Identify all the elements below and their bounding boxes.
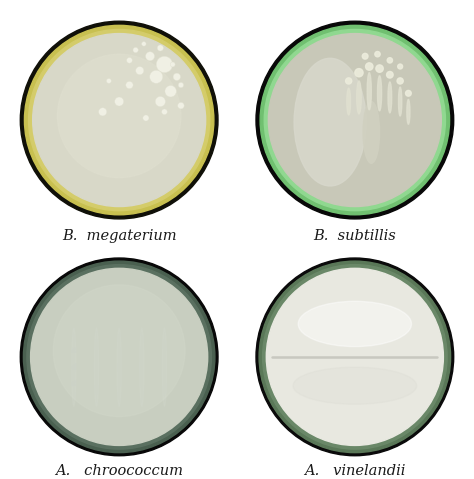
Circle shape [133, 47, 138, 53]
Ellipse shape [363, 102, 380, 163]
Circle shape [20, 21, 218, 219]
Circle shape [405, 91, 411, 96]
Circle shape [33, 34, 206, 206]
Point [434, 354, 440, 360]
Circle shape [264, 29, 446, 211]
Circle shape [57, 54, 181, 178]
Ellipse shape [294, 58, 366, 186]
Ellipse shape [72, 378, 92, 385]
Circle shape [398, 64, 402, 69]
Circle shape [146, 52, 155, 61]
Circle shape [157, 45, 164, 51]
Circle shape [178, 103, 184, 109]
Circle shape [170, 62, 175, 67]
Circle shape [259, 261, 451, 453]
Ellipse shape [94, 328, 99, 406]
Text: B.  megaterium: B. megaterium [62, 229, 176, 243]
Circle shape [28, 29, 210, 211]
Circle shape [397, 78, 403, 84]
Circle shape [25, 25, 214, 215]
Circle shape [99, 108, 107, 116]
Circle shape [127, 57, 132, 63]
Circle shape [150, 70, 163, 83]
Ellipse shape [139, 328, 144, 406]
Ellipse shape [72, 345, 92, 352]
Text: A.   chroococcum: A. chroococcum [55, 464, 183, 478]
Circle shape [20, 258, 218, 456]
Text: A.   vinelandii: A. vinelandii [304, 464, 406, 478]
Circle shape [162, 109, 167, 114]
Circle shape [260, 25, 449, 215]
Circle shape [143, 115, 149, 121]
Circle shape [53, 285, 185, 417]
Circle shape [346, 78, 352, 84]
Circle shape [106, 79, 111, 83]
Ellipse shape [357, 81, 361, 114]
Circle shape [165, 85, 176, 97]
Circle shape [387, 71, 393, 78]
Point [270, 354, 275, 360]
Circle shape [376, 65, 383, 72]
Ellipse shape [347, 88, 350, 115]
Circle shape [256, 258, 454, 456]
Circle shape [115, 97, 124, 106]
Circle shape [365, 63, 373, 70]
Ellipse shape [367, 73, 371, 110]
Circle shape [173, 73, 181, 80]
Circle shape [31, 268, 208, 445]
Ellipse shape [117, 328, 121, 406]
Ellipse shape [293, 367, 417, 404]
Circle shape [375, 51, 380, 57]
Ellipse shape [399, 87, 402, 116]
Circle shape [126, 81, 133, 89]
Circle shape [266, 268, 443, 445]
Circle shape [27, 264, 211, 449]
Circle shape [155, 96, 165, 107]
Text: B.  subtillis: B. subtillis [313, 229, 396, 243]
Circle shape [263, 264, 447, 449]
Circle shape [387, 57, 392, 63]
Circle shape [268, 34, 441, 206]
Circle shape [156, 56, 173, 73]
Circle shape [256, 21, 454, 219]
Circle shape [362, 53, 368, 59]
Ellipse shape [72, 362, 92, 369]
Ellipse shape [298, 301, 411, 347]
Circle shape [142, 42, 146, 46]
Circle shape [23, 261, 215, 453]
Circle shape [136, 67, 144, 75]
Ellipse shape [388, 82, 392, 113]
Ellipse shape [407, 100, 410, 124]
Circle shape [178, 82, 183, 88]
Circle shape [355, 68, 363, 77]
Ellipse shape [377, 76, 382, 111]
Ellipse shape [72, 328, 76, 406]
Ellipse shape [162, 328, 167, 406]
